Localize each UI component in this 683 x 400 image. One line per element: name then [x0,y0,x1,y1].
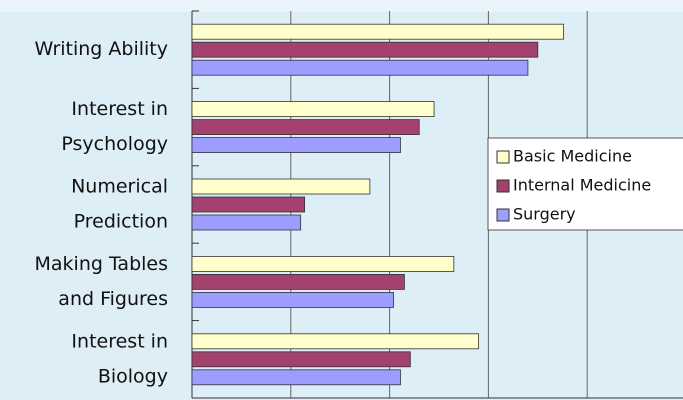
bar [191,101,435,117]
legend-swatch [496,208,510,222]
bar [191,273,405,290]
bar [191,41,539,58]
legend-swatch [496,179,510,193]
top-band [0,0,683,12]
y-tick-label: Prediction [74,211,168,233]
legend-label: Basic Medicine [513,147,632,166]
bar [191,23,564,40]
y-tick-label: Numerical [71,176,168,198]
legend-box [487,137,683,231]
y-tick-label: Making Tables [35,253,169,275]
legend-label: Surgery [513,205,576,224]
bar [191,351,411,368]
bar [191,369,401,386]
y-tick-label: Biology [98,365,168,387]
y-tick-label: Psychology [61,133,168,155]
bar [191,255,455,272]
bar [191,119,420,135]
bar [191,59,529,76]
bar [191,178,371,195]
bar [191,196,306,213]
legend-swatch [496,150,510,164]
bar [191,333,479,350]
legend-label: Internal Medicine [513,176,651,195]
bar [191,214,302,231]
bar [191,137,401,154]
y-tick-label: Interest in [71,330,168,352]
bar [191,291,394,308]
y-tick-label: Interest in [71,98,168,120]
y-tick-label: Writing Ability [35,38,168,60]
y-tick-label: and Figures [58,288,168,310]
